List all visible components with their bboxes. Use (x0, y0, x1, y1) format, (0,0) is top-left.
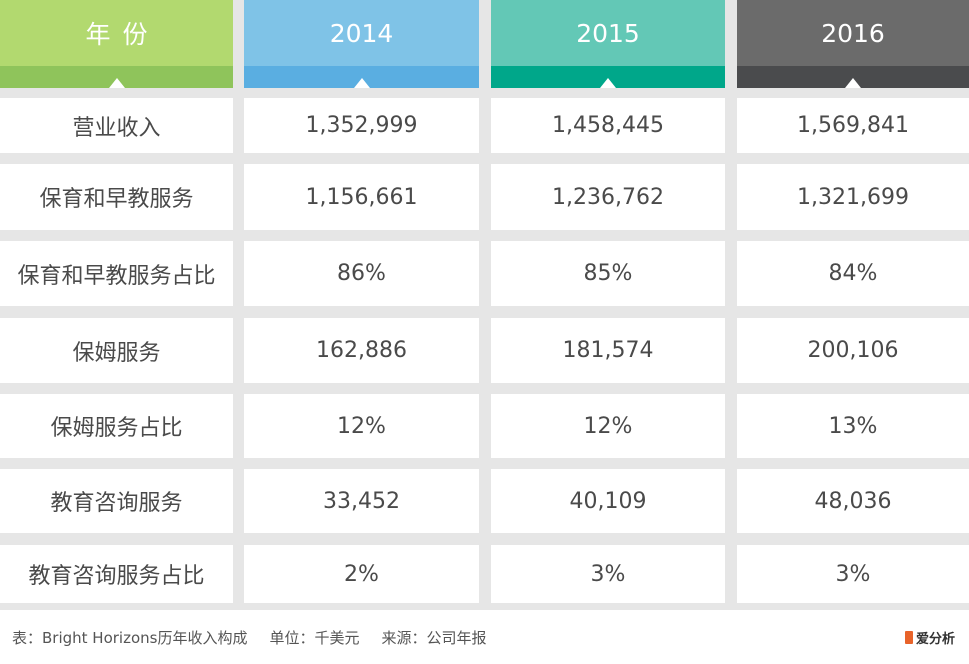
table-cell: 40,109 (491, 469, 725, 533)
table-cell: 181,574 (491, 318, 725, 383)
row-label: 保姆服务 (0, 318, 233, 383)
table-cell: 1,321,699 (737, 164, 969, 230)
table-cell: 200,106 (737, 318, 969, 383)
source-note: 来源：公司年报 (381, 628, 487, 647)
header-year-2015: 2015 (491, 0, 725, 88)
table-cell: 85% (491, 241, 725, 306)
logo-text: 爱分析 (915, 632, 955, 647)
header-pointer (491, 66, 725, 88)
table-cell: 48,036 (737, 469, 969, 533)
header-year-2016: 2016 (737, 0, 969, 88)
row-label: 保育和早教服务 (0, 164, 233, 230)
header-pointer (244, 66, 479, 88)
row-label: 保育和早教服务占比 (0, 241, 233, 306)
table-cell: 86% (244, 241, 479, 306)
brand-logo: 爱分析 (904, 628, 955, 647)
unit-note: 单位：千美元 (269, 628, 360, 647)
row-label: 营业收入 (0, 98, 233, 153)
header-label-cell: 年份 (0, 0, 233, 88)
header-pointer (737, 66, 969, 88)
table-cell: 12% (491, 394, 725, 458)
header-year-label: 2015 (491, 0, 725, 66)
header-year-2014: 2014 (244, 0, 479, 88)
table-cell: 3% (737, 545, 969, 603)
table-caption: 表：Bright Horizons历年收入构成 (12, 628, 248, 647)
table-cell: 33,452 (244, 469, 479, 533)
table-cell: 1,458,445 (491, 98, 725, 153)
header-label: 年份 (0, 0, 233, 66)
row-label: 教育咨询服务 (0, 469, 233, 533)
row-label: 教育咨询服务占比 (0, 545, 233, 603)
footer: 表：Bright Horizons历年收入构成 单位：千美元 来源：公司年报 爱… (0, 610, 969, 664)
header-year-label: 2014 (244, 0, 479, 66)
header-pointer (0, 66, 233, 88)
table-cell: 84% (737, 241, 969, 306)
table-cell: 3% (491, 545, 725, 603)
table-cell: 1,352,999 (244, 98, 479, 153)
table-cell: 2% (244, 545, 479, 603)
table-cell: 1,236,762 (491, 164, 725, 230)
table-cell: 162,886 (244, 318, 479, 383)
table-cell: 1,156,661 (244, 164, 479, 230)
logo-mark-icon (904, 631, 913, 644)
table-cell: 13% (737, 394, 969, 458)
table-cell: 12% (244, 394, 479, 458)
table-cell: 1,569,841 (737, 98, 969, 153)
header-year-label: 2016 (737, 0, 969, 66)
row-label: 保姆服务占比 (0, 394, 233, 458)
